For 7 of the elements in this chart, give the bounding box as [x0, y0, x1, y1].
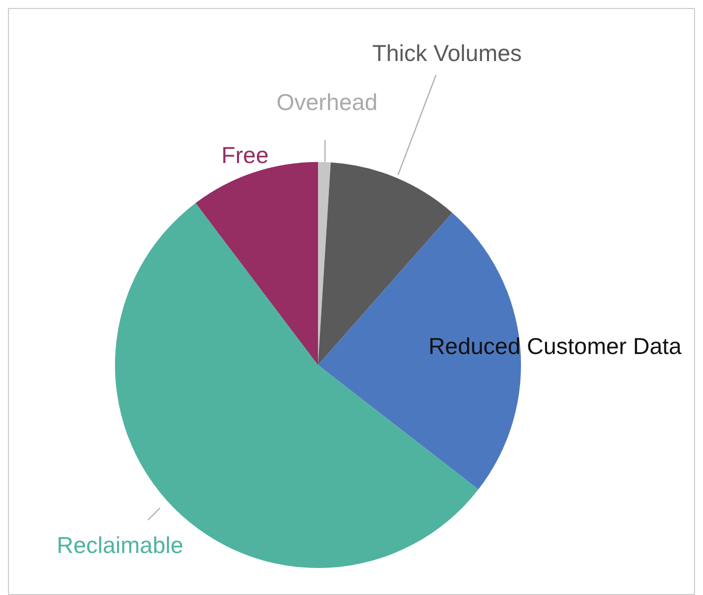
slice-label: Free [221, 142, 269, 168]
slice-label: Reduced Customer Data [428, 333, 682, 359]
slice-label: Overhead [276, 89, 378, 115]
slice-label: Thick Volumes [372, 40, 522, 66]
slice-label: Reclaimable [56, 532, 184, 558]
pie-slice [196, 162, 318, 365]
pie-slice [318, 212, 521, 490]
